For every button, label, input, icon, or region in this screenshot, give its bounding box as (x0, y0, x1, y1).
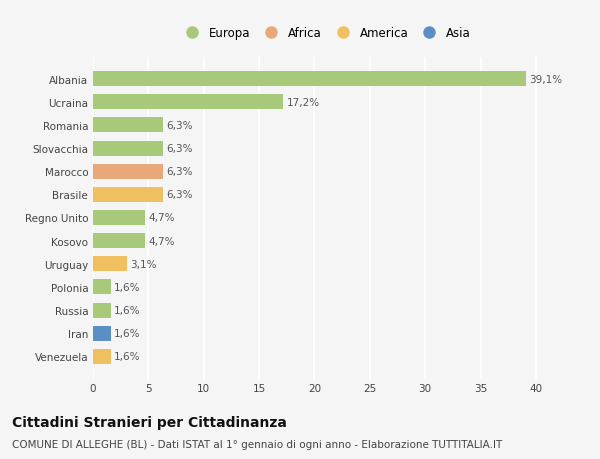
Text: 6,3%: 6,3% (166, 190, 193, 200)
Bar (93, 303, 111, 318)
Text: 39,1%: 39,1% (529, 74, 562, 84)
Bar (93, 141, 163, 156)
Text: 4,7%: 4,7% (148, 236, 175, 246)
Bar (93, 211, 145, 225)
Text: 1,6%: 1,6% (114, 329, 140, 338)
Text: 4,7%: 4,7% (148, 213, 175, 223)
Bar (93, 234, 145, 249)
Bar (93, 72, 526, 87)
Bar (93, 95, 283, 110)
Text: 1,6%: 1,6% (114, 352, 140, 362)
Text: 6,3%: 6,3% (166, 144, 193, 154)
Bar (93, 187, 163, 202)
Bar (93, 257, 127, 272)
Bar (93, 349, 111, 364)
Text: 17,2%: 17,2% (287, 98, 320, 107)
Text: 1,6%: 1,6% (114, 305, 140, 315)
Text: COMUNE DI ALLEGHE (BL) - Dati ISTAT al 1° gennaio di ogni anno - Elaborazione TU: COMUNE DI ALLEGHE (BL) - Dati ISTAT al 1… (12, 439, 502, 449)
Bar (93, 118, 163, 133)
Legend: Europa, Africa, America, Asia: Europa, Africa, America, Asia (178, 25, 473, 42)
Text: 6,3%: 6,3% (166, 167, 193, 177)
Text: 6,3%: 6,3% (166, 121, 193, 131)
Bar (93, 326, 111, 341)
Text: Cittadini Stranieri per Cittadinanza: Cittadini Stranieri per Cittadinanza (12, 415, 287, 429)
Text: 1,6%: 1,6% (114, 282, 140, 292)
Bar (93, 164, 163, 179)
Bar (93, 280, 111, 295)
Text: 3,1%: 3,1% (131, 259, 157, 269)
